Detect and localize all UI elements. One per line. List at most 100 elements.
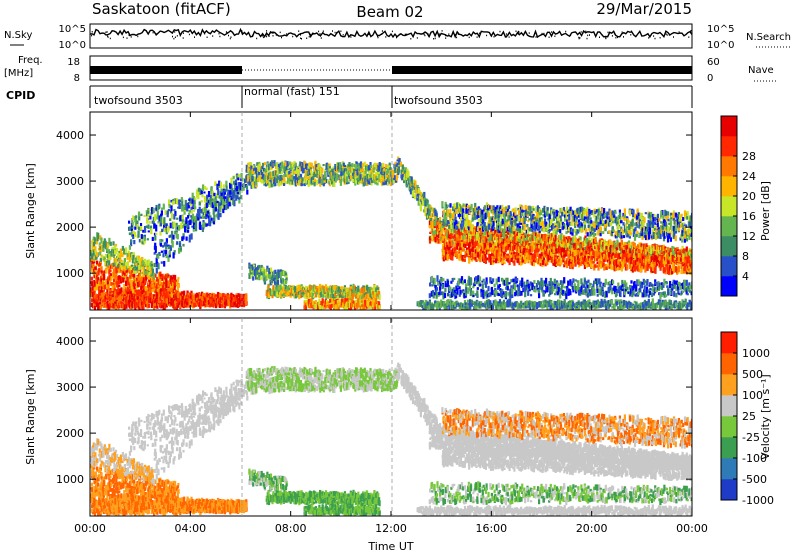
power-cell [258, 172, 260, 175]
nsearch-point [660, 37, 661, 39]
power-cell [414, 194, 416, 199]
nsearch-point [301, 38, 302, 40]
power-cell [324, 171, 326, 177]
nave-label: Nave [748, 65, 774, 76]
nsearch-point [298, 30, 299, 32]
power-cell [249, 170, 251, 174]
power-cell [172, 241, 174, 248]
nsearch-point [207, 37, 208, 39]
nsearch-point [423, 33, 424, 35]
power-cell [154, 243, 156, 250]
power-cell [155, 233, 157, 235]
power-cell [363, 287, 365, 293]
nsearch-point [688, 36, 689, 38]
power-cell [295, 163, 297, 167]
power-cell [187, 230, 189, 233]
power-cell [148, 304, 150, 308]
nsearch-point [648, 37, 649, 39]
nsearch-point [609, 33, 610, 35]
power-cell [191, 210, 193, 214]
nsearch-point [456, 37, 457, 39]
nsearch-point [123, 37, 124, 39]
nsearch-point [273, 35, 274, 37]
power-cell [180, 223, 182, 229]
power-cell [247, 175, 249, 181]
nsearch-point [667, 34, 668, 36]
power-cell [361, 300, 363, 303]
power-cell [179, 243, 181, 247]
power-cell [184, 226, 186, 232]
power-cell [138, 271, 140, 273]
power-cell [162, 253, 164, 257]
nsearch-point [131, 36, 132, 38]
power-cell [313, 296, 315, 298]
power-cell [160, 218, 162, 223]
nsearch-point [385, 36, 386, 38]
power-cell [115, 273, 117, 279]
nsearch-point [454, 34, 455, 36]
power-cell [159, 254, 161, 256]
power-cell [191, 233, 193, 239]
nsearch-point [469, 37, 470, 39]
power-cell [362, 163, 364, 168]
power-cell [177, 284, 179, 291]
power-cell [232, 199, 234, 205]
power-cell [161, 261, 163, 263]
nsearch-point [266, 36, 267, 38]
nsearch-point [91, 35, 92, 37]
power-cell [229, 184, 231, 189]
power-cell [140, 223, 142, 226]
nsearch-point [321, 37, 322, 39]
power-cell [396, 174, 398, 181]
nsearch-point [310, 34, 311, 36]
power-cell [155, 225, 157, 232]
power-cell [379, 306, 381, 309]
nave-tick-bottom: 0 [707, 73, 713, 84]
power-cell [145, 271, 147, 275]
power-cell [201, 190, 203, 194]
power-cell [177, 279, 179, 283]
nsearch-point [241, 30, 242, 32]
power-cell [152, 237, 154, 241]
power-cell [147, 224, 149, 229]
power-cell [213, 215, 215, 222]
nsearch-point [320, 33, 321, 35]
power-cell [162, 274, 164, 278]
nsearch-point [276, 34, 277, 36]
nsearch-point [172, 36, 173, 38]
power-cell [340, 180, 342, 186]
power-cell [221, 193, 223, 197]
power-cell [308, 299, 310, 304]
power-cell [355, 164, 357, 170]
nsearch-point [445, 37, 446, 39]
power-cell [98, 268, 100, 273]
power-cell [344, 165, 346, 167]
power-cell [136, 221, 138, 225]
nsearch-point [615, 37, 616, 39]
nsearch-point [565, 31, 566, 33]
power-cell [189, 220, 191, 226]
power-cell [217, 209, 219, 214]
nsearch-point [581, 31, 582, 33]
frequency-panel: Freq. [MHz] 18 8 60 0 Nave [4, 55, 776, 84]
nsearch-point [219, 36, 220, 38]
nsearch-point [509, 36, 510, 38]
power-cell [111, 266, 113, 269]
power-cell [130, 240, 132, 242]
nsearch-point [300, 34, 301, 36]
power-cell [194, 206, 196, 209]
cpid-panel: CPID twofsound 3503 normal (fast) 151 tw… [6, 85, 692, 108]
nsearch-point [281, 37, 282, 39]
power-cell [181, 206, 183, 212]
power-cell [146, 217, 148, 223]
nsearch-point [612, 35, 613, 37]
nsearch-point [417, 37, 418, 39]
power-cell [226, 197, 228, 204]
power-cell [311, 163, 313, 166]
power-cell [432, 224, 434, 227]
nsearch-point [439, 33, 440, 35]
power-cell [200, 209, 202, 213]
power-cell [132, 215, 134, 220]
power-cell [379, 294, 381, 300]
